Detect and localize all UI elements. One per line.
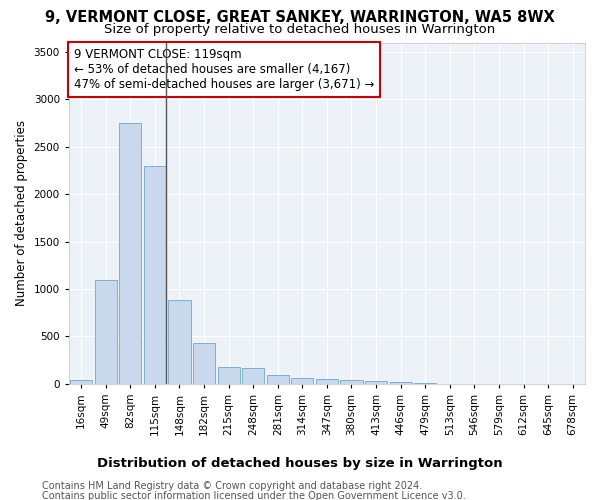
Bar bbox=[316, 379, 338, 384]
Bar bbox=[144, 166, 166, 384]
Text: Contains HM Land Registry data © Crown copyright and database right 2024.: Contains HM Land Registry data © Crown c… bbox=[42, 481, 422, 491]
Bar bbox=[119, 123, 142, 384]
Bar bbox=[340, 380, 362, 384]
Bar bbox=[95, 280, 117, 384]
Text: Contains public sector information licensed under the Open Government Licence v3: Contains public sector information licen… bbox=[42, 491, 466, 500]
Text: 9 VERMONT CLOSE: 119sqm
← 53% of detached houses are smaller (4,167)
47% of semi: 9 VERMONT CLOSE: 119sqm ← 53% of detache… bbox=[74, 48, 374, 90]
Text: Distribution of detached houses by size in Warrington: Distribution of detached houses by size … bbox=[97, 458, 503, 470]
Bar bbox=[365, 381, 387, 384]
Text: Size of property relative to detached houses in Warrington: Size of property relative to detached ho… bbox=[104, 22, 496, 36]
Bar bbox=[291, 378, 313, 384]
Bar bbox=[389, 382, 412, 384]
Text: 9, VERMONT CLOSE, GREAT SANKEY, WARRINGTON, WA5 8WX: 9, VERMONT CLOSE, GREAT SANKEY, WARRINGT… bbox=[45, 10, 555, 25]
Bar bbox=[193, 343, 215, 384]
Bar bbox=[242, 368, 264, 384]
Bar bbox=[70, 380, 92, 384]
Bar bbox=[266, 375, 289, 384]
Bar bbox=[218, 368, 239, 384]
Y-axis label: Number of detached properties: Number of detached properties bbox=[15, 120, 28, 306]
Bar bbox=[169, 300, 191, 384]
